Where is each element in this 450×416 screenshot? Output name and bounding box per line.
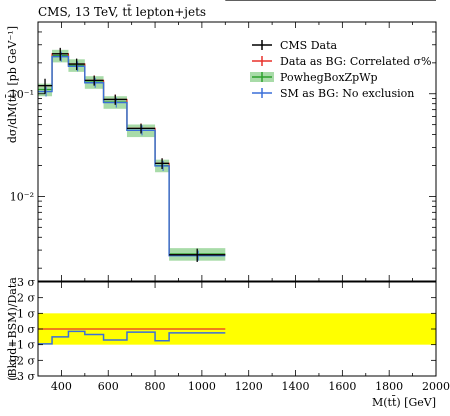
ratio-panel: 3 σ 2 σ 1 σ 0 σ −1 σ −2 σ −3 σ 400 600 800 1000 120… [8,276,450,393]
x-axis-label: M(tt̄) [GeV] [372,396,436,409]
x-tick-label: 1400 [282,380,310,393]
x-tick-label: 400 [51,380,72,393]
x-tick-label: 1000 [188,380,216,393]
ratio-y-tick-label: 3 σ [17,276,35,289]
main-panel: 10⁻¹ 10⁻² [10,0,437,282]
ratio-y-tick-label: 0 σ [17,323,35,336]
legend-label-cms: CMS Data [280,39,338,52]
x-tick-label: 1600 [328,380,356,393]
powheg-line [38,55,226,255]
main-frame [37,21,437,282]
legend-label-sm_bg: SM as BG: No exclusion [280,87,414,100]
legend-label-powheg: PowhegBoxZpWp [280,71,378,84]
ratio-y-tick-label: 2 σ [17,292,35,305]
data-as-bg-line [38,53,226,256]
ratio-y-tick-label: 1 σ [17,307,35,320]
y-axis-label: dσ/dM(tt̄) [pb GeV⁻¹] [6,26,19,143]
ratio-y-tick-label: −3 σ [8,370,36,383]
sm-as-bg-line [38,55,226,257]
ratio-y-tick-label: −1 σ [8,339,36,352]
x-tick-label: 800 [145,380,166,393]
x-tick-label: 1200 [235,380,263,393]
ratio-sm-line [38,330,226,345]
x-tick-label: 2000 [422,380,450,393]
chart-title: CMS, 13 TeV, tt̄ lepton+jets [38,3,206,19]
x-tick-label: 1800 [375,380,403,393]
ratio-y-axis-label: (Bkgd+BSM)/Data [6,277,19,381]
y-tick-label: 10⁻² [10,190,34,203]
ratio-y-tick-label: −2 σ [8,354,36,367]
y-tick-label: 10⁻¹ [10,88,34,101]
x-tick-label: 600 [98,380,119,393]
legend-label-bg_corr: Data as BG: Correlated σ% [280,55,431,68]
legend: CMS Data Data as BG: Correlated σ% PowhegB… [250,39,431,100]
